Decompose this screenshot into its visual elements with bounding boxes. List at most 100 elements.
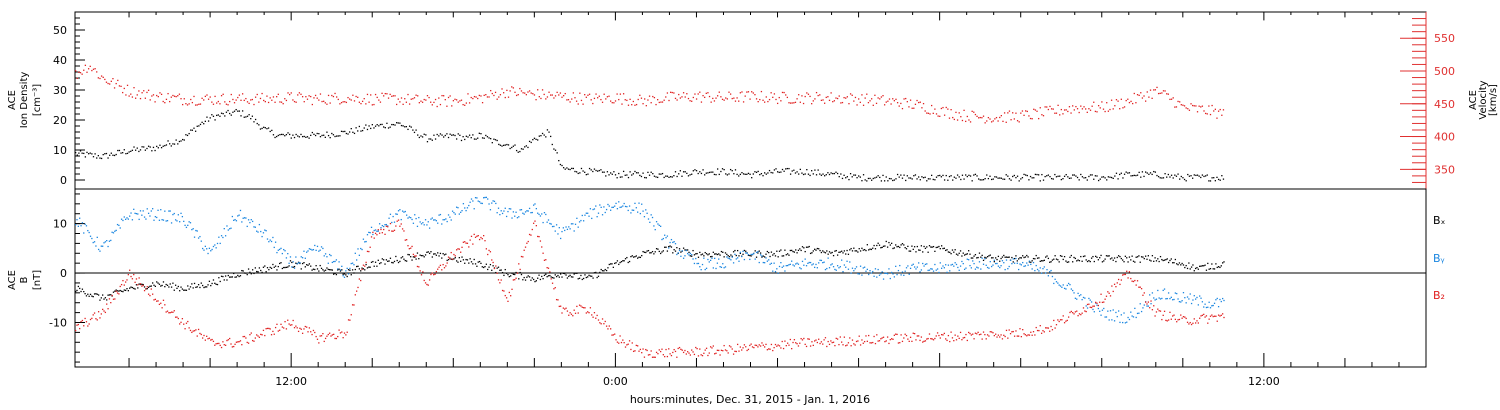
by-series-point	[291, 266, 293, 268]
velocity-series-point	[504, 96, 506, 99]
bz-series	[75, 219, 1225, 358]
ion-density-series-point	[966, 175, 968, 178]
ion-density-series-point	[896, 173, 899, 176]
by-series-point	[493, 200, 496, 203]
bx-series-point	[391, 261, 393, 264]
by-series-point	[607, 203, 609, 206]
bz-series-point	[400, 223, 402, 225]
ion-density-series-point	[1099, 178, 1101, 180]
by-series-point	[930, 268, 932, 270]
by-series-point	[1088, 297, 1090, 300]
by-series-point	[984, 258, 986, 260]
by-series-point	[900, 274, 902, 276]
by-series-point	[389, 213, 392, 215]
bz-series-point	[1051, 329, 1054, 331]
by-series-point	[885, 272, 887, 274]
velocity-series-point	[1008, 110, 1011, 112]
bx-series-point	[492, 265, 494, 267]
by-series-point	[356, 259, 358, 261]
velocity-series-point	[491, 92, 493, 95]
velocity-series-point	[1172, 97, 1174, 99]
bz-series-point	[811, 341, 813, 343]
velocity-series-point	[104, 78, 106, 81]
bx-series-point	[233, 272, 235, 275]
velocity-series-point	[929, 113, 931, 115]
velocity-series-point	[233, 102, 236, 104]
velocity-series-point	[258, 101, 260, 103]
velocity-series-point	[339, 103, 341, 105]
bx-series-point	[279, 262, 281, 265]
bx-series-point	[1069, 256, 1071, 258]
bx-series-point	[684, 249, 686, 251]
by-series-point	[886, 273, 889, 275]
ion-density-series-point	[394, 124, 396, 126]
by-series-point	[1019, 263, 1021, 265]
ion-density-series-point	[830, 172, 832, 174]
by-series-point	[324, 253, 327, 255]
ion-density-series-point	[814, 169, 816, 171]
bz-series-point	[689, 354, 692, 356]
velocity-series-point	[1157, 92, 1160, 95]
bz-series-point	[142, 284, 144, 287]
by-series-point	[861, 274, 863, 276]
velocity-series-point	[909, 99, 912, 101]
velocity-series-point	[595, 93, 597, 95]
by-series-point	[1142, 307, 1144, 309]
bx-series-point	[828, 251, 831, 253]
ion-density-series-point	[705, 172, 707, 174]
bx-series-point	[100, 297, 102, 299]
by-series-point	[1074, 297, 1077, 299]
velocity-series-point	[1123, 106, 1126, 108]
bz-series-point	[396, 220, 398, 222]
bz-series-point	[516, 272, 519, 274]
bz-series-point	[687, 351, 689, 353]
ion-density-series-point	[559, 163, 562, 166]
ion-density-series-point	[91, 153, 93, 155]
velocity-series-point	[551, 94, 553, 96]
bz-series-point	[1208, 318, 1210, 320]
bz-series-point	[630, 348, 632, 351]
velocity-series-point	[682, 92, 685, 94]
ion-density-series-point	[965, 174, 967, 176]
bz-series-point	[892, 338, 894, 340]
bx-series-point	[1101, 261, 1104, 263]
by-series-point	[714, 257, 716, 260]
bx-series-point	[122, 290, 124, 293]
velocity-series-point	[605, 98, 607, 100]
by-series-point	[370, 226, 373, 229]
bx-series-point	[1032, 257, 1035, 260]
velocity-series-point	[593, 97, 596, 100]
bz-series-point	[604, 320, 606, 323]
by-series-point	[547, 219, 550, 221]
bz-series-point	[526, 242, 528, 244]
bx-series-point	[338, 268, 340, 270]
bx-series-point	[1140, 256, 1143, 258]
bz-series-point	[574, 312, 577, 314]
ion-density-series-point	[157, 147, 159, 149]
bz-series-point	[1054, 327, 1056, 329]
bz-series-point	[1100, 293, 1102, 295]
velocity-series-point	[695, 98, 698, 100]
ion-density-series-point	[924, 176, 926, 178]
by-series-point	[1012, 258, 1014, 260]
bz-series-point	[216, 342, 219, 345]
by-series-point	[838, 267, 840, 269]
bz-series-point	[146, 286, 148, 288]
ion-density-series-point	[1094, 175, 1097, 177]
bx-series-point	[831, 251, 833, 254]
by-series-point	[742, 250, 744, 253]
bz-series-point	[719, 354, 721, 356]
by-series-point	[665, 237, 667, 239]
bx-series-point	[376, 265, 378, 267]
bz-series-point	[289, 324, 292, 326]
ion-density-series-point	[911, 178, 913, 180]
by-series-point	[796, 262, 798, 264]
bz-series-point	[915, 339, 917, 341]
by-series-point	[773, 262, 775, 264]
velocity-series-point	[848, 103, 850, 105]
bx-series-point	[601, 270, 604, 272]
bx-series-point	[172, 282, 174, 284]
velocity-series-point	[955, 111, 957, 114]
bz-series-point	[110, 301, 112, 304]
ion-density-series-point	[562, 167, 565, 169]
